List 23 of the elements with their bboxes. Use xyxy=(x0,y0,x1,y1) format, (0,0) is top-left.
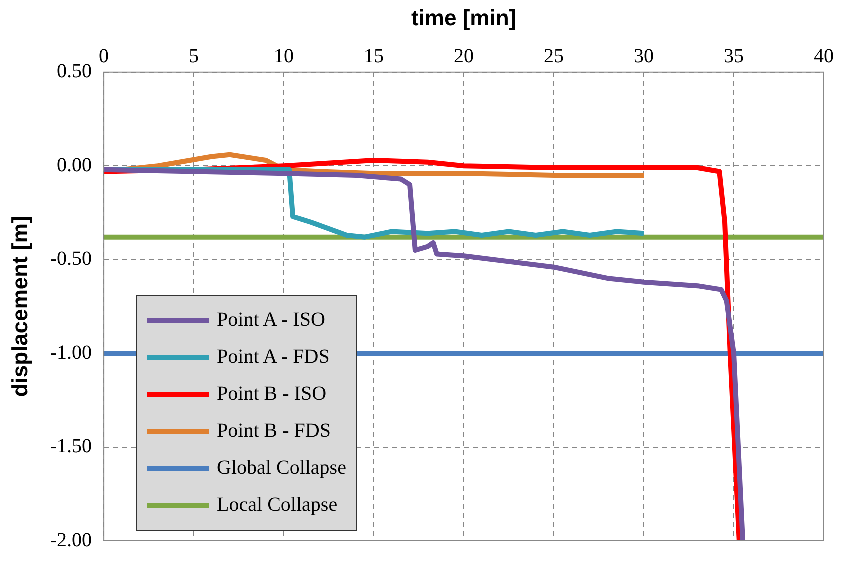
y-tick-label: 0.00 xyxy=(57,154,92,176)
x-tick-label: 0 xyxy=(99,46,110,68)
y-tick-label: 0.50 xyxy=(57,60,92,83)
legend-label: Point A - FDS xyxy=(217,346,330,369)
x-tick-label: 30 xyxy=(634,46,654,68)
legend-label: Point B - ISO xyxy=(217,383,327,406)
legend-label: Global Collapse xyxy=(217,457,346,480)
y-tick-label: -1.50 xyxy=(50,436,92,458)
y-tick-label: -2.00 xyxy=(50,529,92,552)
y-tick-label: -1.00 xyxy=(50,342,92,364)
x-axis-title: time [min] xyxy=(411,5,517,30)
y-axis-title: displacement [m] xyxy=(7,216,32,398)
x-tick-label: 20 xyxy=(454,46,474,68)
legend-label: Local Collapse xyxy=(217,494,338,517)
x-tick-label: 5 xyxy=(189,46,200,68)
x-tick-label: 25 xyxy=(544,46,564,68)
legend-label: Point B - FDS xyxy=(217,420,331,443)
x-tick-label: 40 xyxy=(814,46,834,68)
y-tick-label: -0.50 xyxy=(50,248,92,270)
legend-label: Point A - ISO xyxy=(217,309,326,332)
x-tick-label: 35 xyxy=(724,46,744,68)
x-tick-label: 10 xyxy=(274,46,294,68)
x-tick-label: 15 xyxy=(364,46,384,68)
